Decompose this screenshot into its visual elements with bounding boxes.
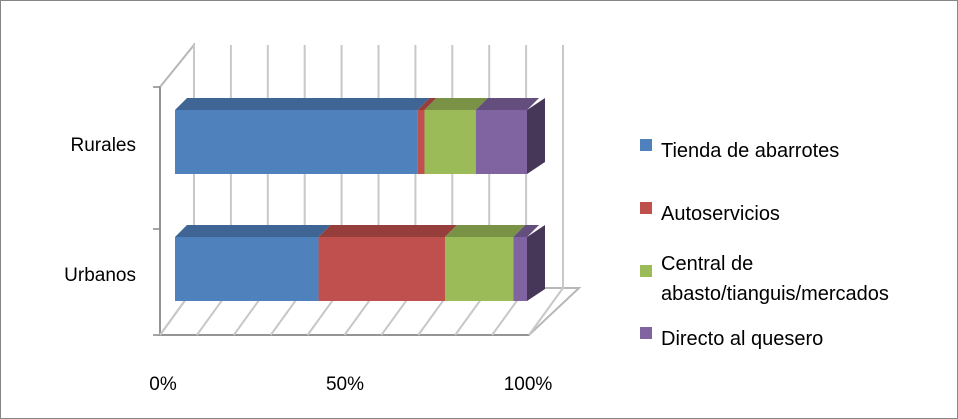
legend-entry: Tienda de abarrotes: [661, 140, 839, 162]
bar-segment: [424, 110, 476, 174]
legend-swatch: [640, 202, 652, 214]
x-tick-labels: 0% 50% 100%: [149, 374, 552, 395]
bars: [175, 98, 545, 301]
legend-swatch: [640, 327, 652, 339]
bar-segment: [475, 110, 527, 174]
y-tick-label: Rurales: [71, 135, 136, 156]
bar-segment: [175, 237, 319, 301]
bar-segment: [444, 237, 514, 301]
bar-side-face: [527, 98, 545, 174]
bar-top-face: [513, 225, 539, 237]
legend-swatch: [640, 265, 652, 277]
bar-top-face: [175, 98, 430, 110]
bar-top-face: [175, 225, 331, 237]
bar-top-face: [475, 98, 539, 110]
legend-entry-line: Central de: [661, 253, 753, 275]
legend-swatch: [640, 139, 652, 151]
legend-entry: Central de abasto/tianguis/mercados: [661, 253, 889, 305]
bar-side-face: [527, 225, 545, 301]
bar-top-face: [417, 98, 437, 110]
bar-top-face: [318, 225, 457, 237]
bar-segment: [417, 110, 425, 174]
x-tick-label: 100%: [504, 374, 553, 395]
legend-entry: Directo al quesero: [661, 328, 823, 350]
legend-entry: Autoservicios: [661, 203, 780, 225]
bar-segment: [513, 237, 527, 301]
y-tick-labels: Rurales Urbanos: [64, 135, 136, 286]
bar-segment: [175, 110, 418, 174]
legend-entry-line: abasto/tianguis/mercados: [661, 283, 889, 305]
x-tick-label: 50%: [326, 374, 364, 395]
gridline: [528, 45, 564, 336]
legend: Tienda de abarrotes Autoservicios Centra…: [640, 139, 889, 350]
bar-top-face: [424, 98, 488, 110]
bar-top-face: [444, 225, 526, 237]
x-tick-label: 0%: [149, 374, 177, 395]
bar-segment: [318, 237, 445, 301]
y-tick-label: Urbanos: [64, 265, 136, 286]
